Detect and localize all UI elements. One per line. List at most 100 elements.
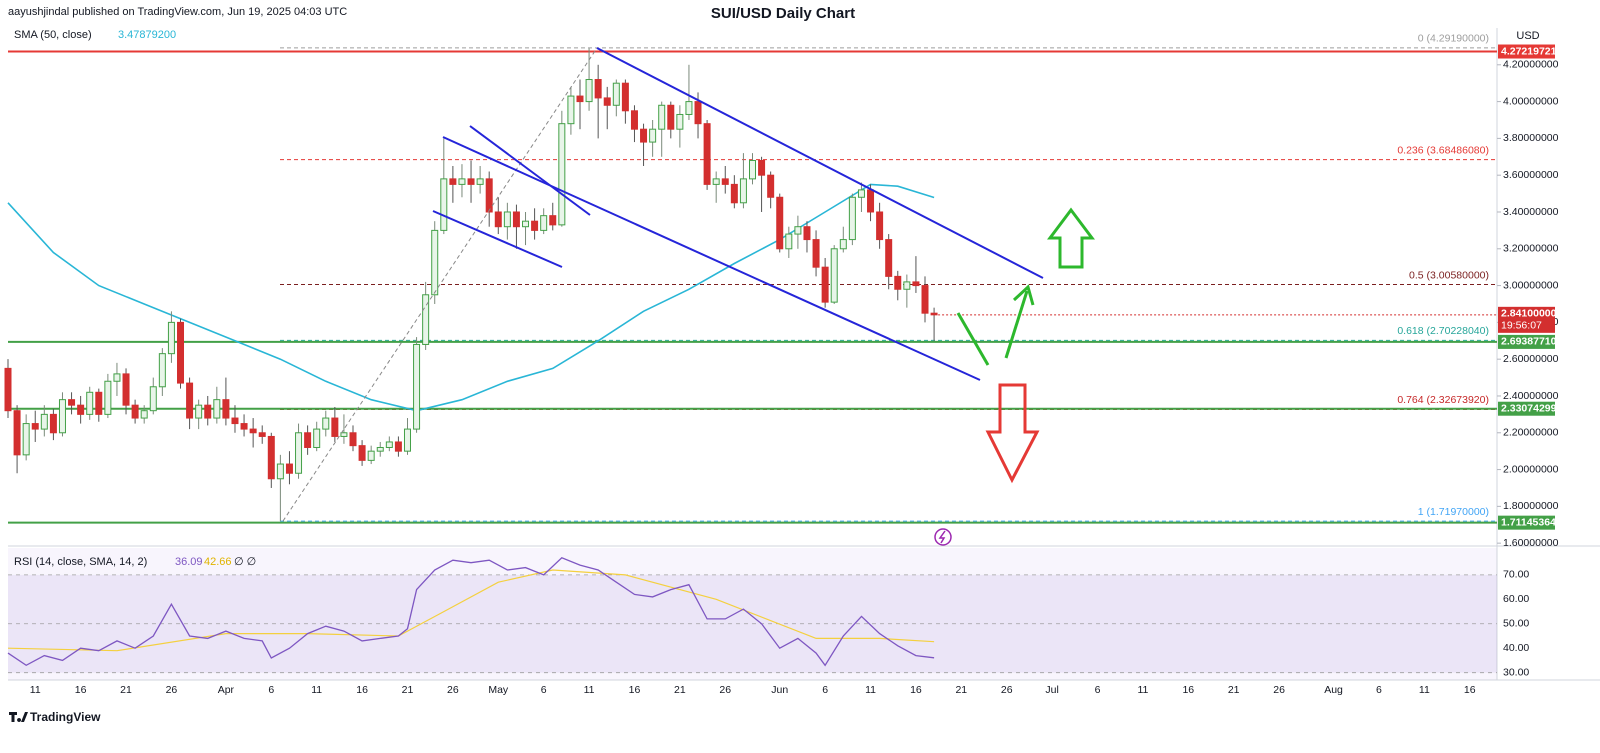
candle-body <box>857 189 865 198</box>
up-arrow <box>1047 207 1095 269</box>
candle-body <box>876 211 884 241</box>
channel-line <box>432 210 563 268</box>
candle-body <box>422 294 430 345</box>
x-tick-label: 26 <box>1001 684 1013 696</box>
y-tick-label: 4.20000000 <box>1503 59 1559 71</box>
x-tick-label: 21 <box>1228 684 1240 696</box>
candle-body <box>658 104 666 130</box>
channel-line <box>469 125 591 216</box>
candle-body <box>912 281 920 287</box>
fib-label: 0.5 (3.00580000) <box>1409 269 1489 281</box>
channel-line <box>596 47 1044 279</box>
x-tick-label: Jul <box>1045 684 1058 696</box>
x-tick-label: May <box>488 684 509 696</box>
chart-title: SUI/USD Daily Chart <box>711 5 855 22</box>
candle-body <box>558 123 566 226</box>
candle-body <box>22 423 30 456</box>
candle-body <box>522 220 530 228</box>
candle-body <box>739 178 747 204</box>
candle-body <box>758 159 766 176</box>
fib-label: 0.764 (2.32673920) <box>1397 394 1489 406</box>
fib-label: 1 (1.71970000) <box>1418 506 1489 518</box>
attribution: aayushjindal published on TradingView.co… <box>8 6 347 18</box>
y-tick-label: 4.00000000 <box>1503 95 1559 107</box>
x-tick-label: 16 <box>356 684 368 696</box>
candle-body <box>476 178 484 185</box>
candle-body <box>385 441 393 448</box>
candle-body <box>512 211 520 228</box>
candle-body <box>394 441 402 452</box>
candle-body <box>830 248 838 303</box>
candle-body <box>503 211 511 228</box>
candle-body <box>403 428 411 452</box>
candle-body <box>885 239 893 277</box>
candle-body <box>431 229 439 296</box>
candle-body <box>167 321 175 355</box>
x-tick-label: 6 <box>268 684 274 696</box>
candle-body <box>848 196 856 241</box>
y-tick-label: 2.20000000 <box>1503 427 1559 439</box>
last-price-label: 2.84100000 <box>1501 308 1557 320</box>
x-tick-label: 26 <box>1273 684 1285 696</box>
candle-body <box>767 174 775 198</box>
candle-body <box>749 159 756 180</box>
candle-body <box>13 410 21 456</box>
level-label: 1.71145364 <box>1501 516 1556 528</box>
x-tick-label: 11 <box>311 684 322 696</box>
candle-body <box>222 399 230 419</box>
sma-line <box>7 183 935 412</box>
candle-body <box>540 215 548 231</box>
candle-body <box>77 404 85 415</box>
candle-body <box>685 101 693 115</box>
arrow-head <box>1012 284 1035 306</box>
x-tick-label: 26 <box>447 684 459 696</box>
candle-body <box>4 367 12 412</box>
x-tick-label: 16 <box>1182 684 1194 696</box>
x-tick-label: 21 <box>402 684 414 696</box>
candle-body <box>331 417 339 437</box>
level-tag <box>1498 44 1555 59</box>
candle-body <box>267 435 275 480</box>
candle-body <box>903 281 911 290</box>
candle-body <box>258 432 266 437</box>
candle-body <box>567 95 575 125</box>
rsi-tick-label: 30.00 <box>1503 666 1529 678</box>
candle-body <box>712 178 720 185</box>
brand: TradingView <box>30 710 101 724</box>
fib-label: 0 (4.29190000) <box>1418 33 1489 45</box>
rsi-tick-label: 70.00 <box>1503 569 1529 581</box>
candle-body <box>594 79 602 99</box>
candle-body <box>376 446 384 452</box>
rsi-sma-legend-value: 42.66 <box>204 556 232 568</box>
candle-body <box>839 239 847 250</box>
candle-body <box>640 128 648 143</box>
candle-body <box>921 285 929 314</box>
x-tick-label: 11 <box>1419 684 1430 696</box>
last-price-tag <box>1498 306 1555 333</box>
candle-body <box>86 391 94 415</box>
candle-body <box>603 97 611 106</box>
candle-body <box>40 413 48 430</box>
x-tick-label: Apr <box>218 684 235 696</box>
candle-body <box>177 321 185 384</box>
rsi-tick-label: 40.00 <box>1503 642 1529 654</box>
candle-body <box>240 423 248 430</box>
x-tick-label: 16 <box>1464 684 1476 696</box>
candle-body <box>630 110 638 130</box>
fib-label: 0.236 (3.68486080) <box>1397 144 1489 156</box>
drawings <box>282 47 1095 546</box>
event-icon <box>934 528 952 546</box>
candle-body <box>549 215 557 226</box>
candle-body <box>494 211 502 228</box>
candle-body <box>703 123 711 185</box>
x-tick-label: 6 <box>1095 684 1101 696</box>
candle-body <box>612 82 620 106</box>
candle-body <box>440 178 448 231</box>
x-tick-label: 26 <box>166 684 178 696</box>
candle-body <box>285 463 293 474</box>
candle-body <box>730 183 738 204</box>
candle-body <box>649 128 657 143</box>
level-label: 2.69387710 <box>1501 336 1557 348</box>
candle-body <box>721 178 729 185</box>
